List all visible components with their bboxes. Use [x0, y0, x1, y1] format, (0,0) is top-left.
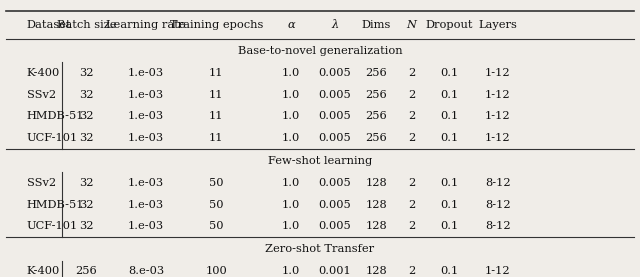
Text: Learning rate: Learning rate: [106, 20, 186, 30]
Text: 1.0: 1.0: [282, 111, 300, 121]
Text: 128: 128: [365, 221, 387, 231]
Text: 0.1: 0.1: [440, 133, 458, 143]
Text: 50: 50: [209, 200, 223, 210]
Text: 32: 32: [79, 221, 93, 231]
Text: 0.1: 0.1: [440, 68, 458, 78]
Text: 2: 2: [408, 178, 415, 188]
Text: 1.e-03: 1.e-03: [128, 68, 164, 78]
Text: 128: 128: [365, 266, 387, 276]
Text: 0.1: 0.1: [440, 111, 458, 121]
Text: 256: 256: [365, 111, 387, 121]
Text: 2: 2: [408, 133, 415, 143]
Text: 128: 128: [365, 178, 387, 188]
Text: 8-12: 8-12: [485, 200, 511, 210]
Text: 2: 2: [408, 266, 415, 276]
Text: 2: 2: [408, 111, 415, 121]
Text: Dims: Dims: [362, 20, 391, 30]
Text: 50: 50: [209, 178, 223, 188]
Text: 2: 2: [408, 221, 415, 231]
Text: 1.e-03: 1.e-03: [128, 133, 164, 143]
Text: 256: 256: [365, 133, 387, 143]
Text: 32: 32: [79, 90, 93, 100]
Text: HMDB-51: HMDB-51: [27, 200, 84, 210]
Text: K-400: K-400: [27, 68, 60, 78]
Text: 256: 256: [76, 266, 97, 276]
Text: Dropout: Dropout: [426, 20, 473, 30]
Text: 1.e-03: 1.e-03: [128, 221, 164, 231]
Text: 50: 50: [209, 221, 223, 231]
Text: 0.1: 0.1: [440, 90, 458, 100]
Text: 0.005: 0.005: [318, 178, 351, 188]
Text: HMDB-51: HMDB-51: [27, 111, 84, 121]
Text: SSv2: SSv2: [27, 178, 56, 188]
Text: 100: 100: [205, 266, 227, 276]
Text: 0.1: 0.1: [440, 221, 458, 231]
Text: Few-shot learning: Few-shot learning: [268, 155, 372, 166]
Text: UCF-101: UCF-101: [27, 221, 78, 231]
Text: Training epochs: Training epochs: [170, 20, 263, 30]
Text: 1.0: 1.0: [282, 266, 300, 276]
Text: 32: 32: [79, 178, 93, 188]
Text: 0.005: 0.005: [318, 200, 351, 210]
Text: 1.0: 1.0: [282, 221, 300, 231]
Text: 11: 11: [209, 68, 223, 78]
Text: Dataset: Dataset: [27, 20, 72, 30]
Text: 1.e-03: 1.e-03: [128, 90, 164, 100]
Text: 256: 256: [365, 68, 387, 78]
Text: 1.0: 1.0: [282, 178, 300, 188]
Text: 8-12: 8-12: [485, 178, 511, 188]
Text: 2: 2: [408, 68, 415, 78]
Text: 1.0: 1.0: [282, 133, 300, 143]
Text: 0.005: 0.005: [318, 221, 351, 231]
Text: UCF-101: UCF-101: [27, 133, 78, 143]
Text: 32: 32: [79, 133, 93, 143]
Text: 1.0: 1.0: [282, 68, 300, 78]
Text: α: α: [287, 20, 295, 30]
Text: 1.e-03: 1.e-03: [128, 111, 164, 121]
Text: 128: 128: [365, 200, 387, 210]
Text: 0.001: 0.001: [318, 266, 351, 276]
Text: 0.005: 0.005: [318, 111, 351, 121]
Text: 32: 32: [79, 68, 93, 78]
Text: Layers: Layers: [479, 20, 517, 30]
Text: 32: 32: [79, 111, 93, 121]
Text: 1-12: 1-12: [485, 68, 511, 78]
Text: 0.005: 0.005: [318, 133, 351, 143]
Text: 11: 11: [209, 111, 223, 121]
Text: 1.0: 1.0: [282, 90, 300, 100]
Text: 11: 11: [209, 90, 223, 100]
Text: 32: 32: [79, 200, 93, 210]
Text: 0.1: 0.1: [440, 178, 458, 188]
Text: 8-12: 8-12: [485, 221, 511, 231]
Text: 1-12: 1-12: [485, 90, 511, 100]
Text: Zero-shot Transfer: Zero-shot Transfer: [266, 244, 374, 254]
Text: 1-12: 1-12: [485, 111, 511, 121]
Text: 0.005: 0.005: [318, 90, 351, 100]
Text: 0.1: 0.1: [440, 266, 458, 276]
Text: 11: 11: [209, 133, 223, 143]
Text: 0.1: 0.1: [440, 200, 458, 210]
Text: 1.e-03: 1.e-03: [128, 200, 164, 210]
Text: 1-12: 1-12: [485, 266, 511, 276]
Text: 256: 256: [365, 90, 387, 100]
Text: K-400: K-400: [27, 266, 60, 276]
Text: 1.0: 1.0: [282, 200, 300, 210]
Text: 0.005: 0.005: [318, 68, 351, 78]
Text: Base-to-novel generalization: Base-to-novel generalization: [237, 45, 403, 56]
Text: 8.e-03: 8.e-03: [128, 266, 164, 276]
Text: 2: 2: [408, 90, 415, 100]
Text: 1.e-03: 1.e-03: [128, 178, 164, 188]
Text: 1-12: 1-12: [485, 133, 511, 143]
Text: 2: 2: [408, 200, 415, 210]
Text: SSv2: SSv2: [27, 90, 56, 100]
Text: λ: λ: [331, 20, 339, 30]
Text: N: N: [406, 20, 417, 30]
Text: Batch size: Batch size: [57, 20, 116, 30]
